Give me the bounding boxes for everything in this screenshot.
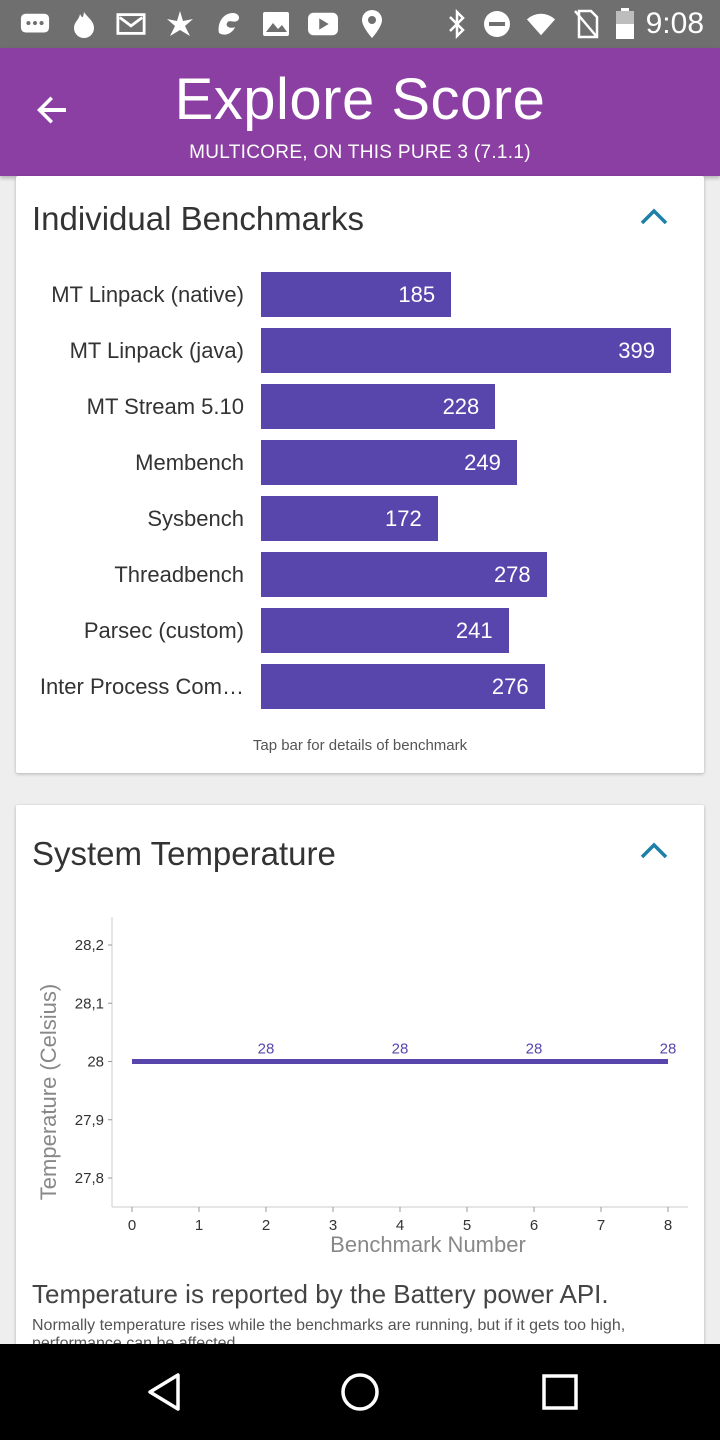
x-tick-label: 2 xyxy=(262,1217,270,1234)
benchmark-value: 249 xyxy=(464,450,501,475)
benchmark-label: Threadbench xyxy=(114,562,244,587)
temperature-card: System Temperature 28,2 28,1 28 27,9 27,8 0 1 2… xyxy=(16,805,704,1365)
benchmark-label: Inter Process Com… xyxy=(39,674,244,699)
chevron-up-icon xyxy=(640,208,668,225)
benchmark-label: Sysbench xyxy=(147,506,244,531)
x-tick-label: 6 xyxy=(530,1217,538,1234)
x-tick-label: 4 xyxy=(396,1217,404,1234)
wifi-icon xyxy=(526,9,556,39)
benchmark-row[interactable]: Threadbench 278 xyxy=(16,552,704,598)
y-tick-label: 28 xyxy=(87,1054,104,1071)
y-axis-label: Temperature (Celsius) xyxy=(36,984,61,1200)
status-bar: 9:08 xyxy=(0,0,720,48)
temperature-title: System Temperature xyxy=(32,835,336,872)
benchmark-value: 276 xyxy=(491,674,529,699)
page-title: Explore Score xyxy=(174,67,546,132)
nav-back-button[interactable] xyxy=(140,1368,188,1416)
benchmark-bar[interactable]: 276 xyxy=(261,664,545,709)
benchmark-label: MT Linpack (native) xyxy=(51,282,244,307)
benchmark-bar[interactable]: 399 xyxy=(261,328,671,373)
back-button[interactable] xyxy=(24,82,80,138)
x-tick-label: 1 xyxy=(195,1217,203,1234)
circle-home-icon xyxy=(341,1373,379,1411)
navigation-bar xyxy=(0,1344,720,1440)
benchmarks-title: Individual Benchmarks xyxy=(32,200,364,237)
benchmark-value: 278 xyxy=(493,562,531,587)
square-recents-icon xyxy=(542,1374,578,1410)
benchmark-bar[interactable]: 228 xyxy=(261,384,496,429)
benchmark-row[interactable]: Membench 249 xyxy=(16,440,704,486)
do-not-disturb-icon xyxy=(482,9,512,39)
x-tick-label: 0 xyxy=(128,1217,136,1234)
benchmark-bar[interactable]: 278 xyxy=(261,552,547,597)
dragon-icon xyxy=(213,9,243,39)
nav-home-button[interactable] xyxy=(336,1368,384,1416)
benchmark-value: 241 xyxy=(455,618,493,643)
temperature-collapse-button[interactable] xyxy=(634,830,674,870)
benchmark-value: 172 xyxy=(385,506,422,531)
benchmark-label: Membench xyxy=(135,450,244,475)
data-label: 28 xyxy=(392,1041,409,1058)
benchmark-value: 185 xyxy=(398,282,436,307)
benchmark-bar[interactable]: 172 xyxy=(261,496,438,541)
benchmark-label: MT Linpack (java) xyxy=(69,338,244,363)
benchmark-value: 228 xyxy=(442,394,480,419)
status-time: 9:08 xyxy=(645,7,704,40)
benchmark-bar[interactable]: 241 xyxy=(261,608,509,653)
x-tick-label: 5 xyxy=(463,1217,471,1234)
data-label: 28 xyxy=(258,1041,275,1058)
location-icon xyxy=(357,9,387,39)
benchmarks-card: Individual Benchmarks MT Linpack (native… xyxy=(16,176,704,773)
star-burst-icon xyxy=(165,9,195,39)
fire-icon xyxy=(69,9,99,39)
no-sim-icon xyxy=(571,9,601,39)
benchmark-row[interactable]: MT Linpack (java) 399 xyxy=(16,328,704,374)
benchmark-bar[interactable]: 249 xyxy=(261,440,517,485)
page-subtitle: MULTICORE, ON THIS PURE 3 (7.1.1) xyxy=(189,142,531,163)
x-tick-label: 7 xyxy=(597,1217,605,1234)
benchmark-bar[interactable]: 185 xyxy=(261,272,452,317)
benchmark-row[interactable]: MT Stream 5.10 228 xyxy=(16,384,704,430)
benchmark-row[interactable]: Parsec (custom) 241 xyxy=(16,608,704,654)
battery-icon xyxy=(610,8,640,39)
nav-recents-button[interactable] xyxy=(536,1368,584,1416)
benchmark-row[interactable]: Sysbench 172 xyxy=(16,496,704,542)
x-axis-label: Benchmark Number xyxy=(330,1232,526,1257)
chevron-up-icon xyxy=(640,842,668,859)
x-tick-label: 3 xyxy=(329,1217,337,1234)
y-tick-label: 27,8 xyxy=(75,1170,104,1187)
data-label: 28 xyxy=(526,1041,543,1058)
benchmarks-hint: Tap bar for details of benchmark xyxy=(252,737,468,754)
chat-icon xyxy=(20,9,50,39)
youtube-icon xyxy=(308,9,338,39)
arrow-back-icon xyxy=(37,96,66,124)
benchmark-row[interactable]: MT Linpack (native) 185 xyxy=(16,272,704,318)
data-label: 28 xyxy=(660,1041,677,1058)
mail-icon xyxy=(116,9,146,39)
benchmark-value: 399 xyxy=(618,338,655,363)
bluetooth-icon xyxy=(442,9,472,39)
benchmark-label: MT Stream 5.10 xyxy=(86,394,244,419)
benchmarks-collapse-button[interactable] xyxy=(634,196,674,236)
x-tick-label: 8 xyxy=(664,1217,672,1234)
temperature-note: Temperature is reported by the Battery p… xyxy=(32,1279,609,1309)
benchmark-label: Parsec (custom) xyxy=(83,618,244,643)
y-tick-label: 27,9 xyxy=(75,1112,104,1129)
y-tick-label: 28,2 xyxy=(75,937,104,954)
y-tick-label: 28,1 xyxy=(75,995,104,1012)
app-bar: Explore Score MULTICORE, ON THIS PURE 3 … xyxy=(0,48,720,176)
triangle-back-icon xyxy=(148,1373,180,1411)
benchmark-row[interactable]: Inter Process Com… 276 xyxy=(16,664,704,710)
temperature-chart: 28,2 28,1 28 27,9 27,8 0 1 2 3 4 5 6 7 8 28 28 28 28 Bench… xyxy=(36,917,688,1257)
image-icon xyxy=(261,9,291,39)
